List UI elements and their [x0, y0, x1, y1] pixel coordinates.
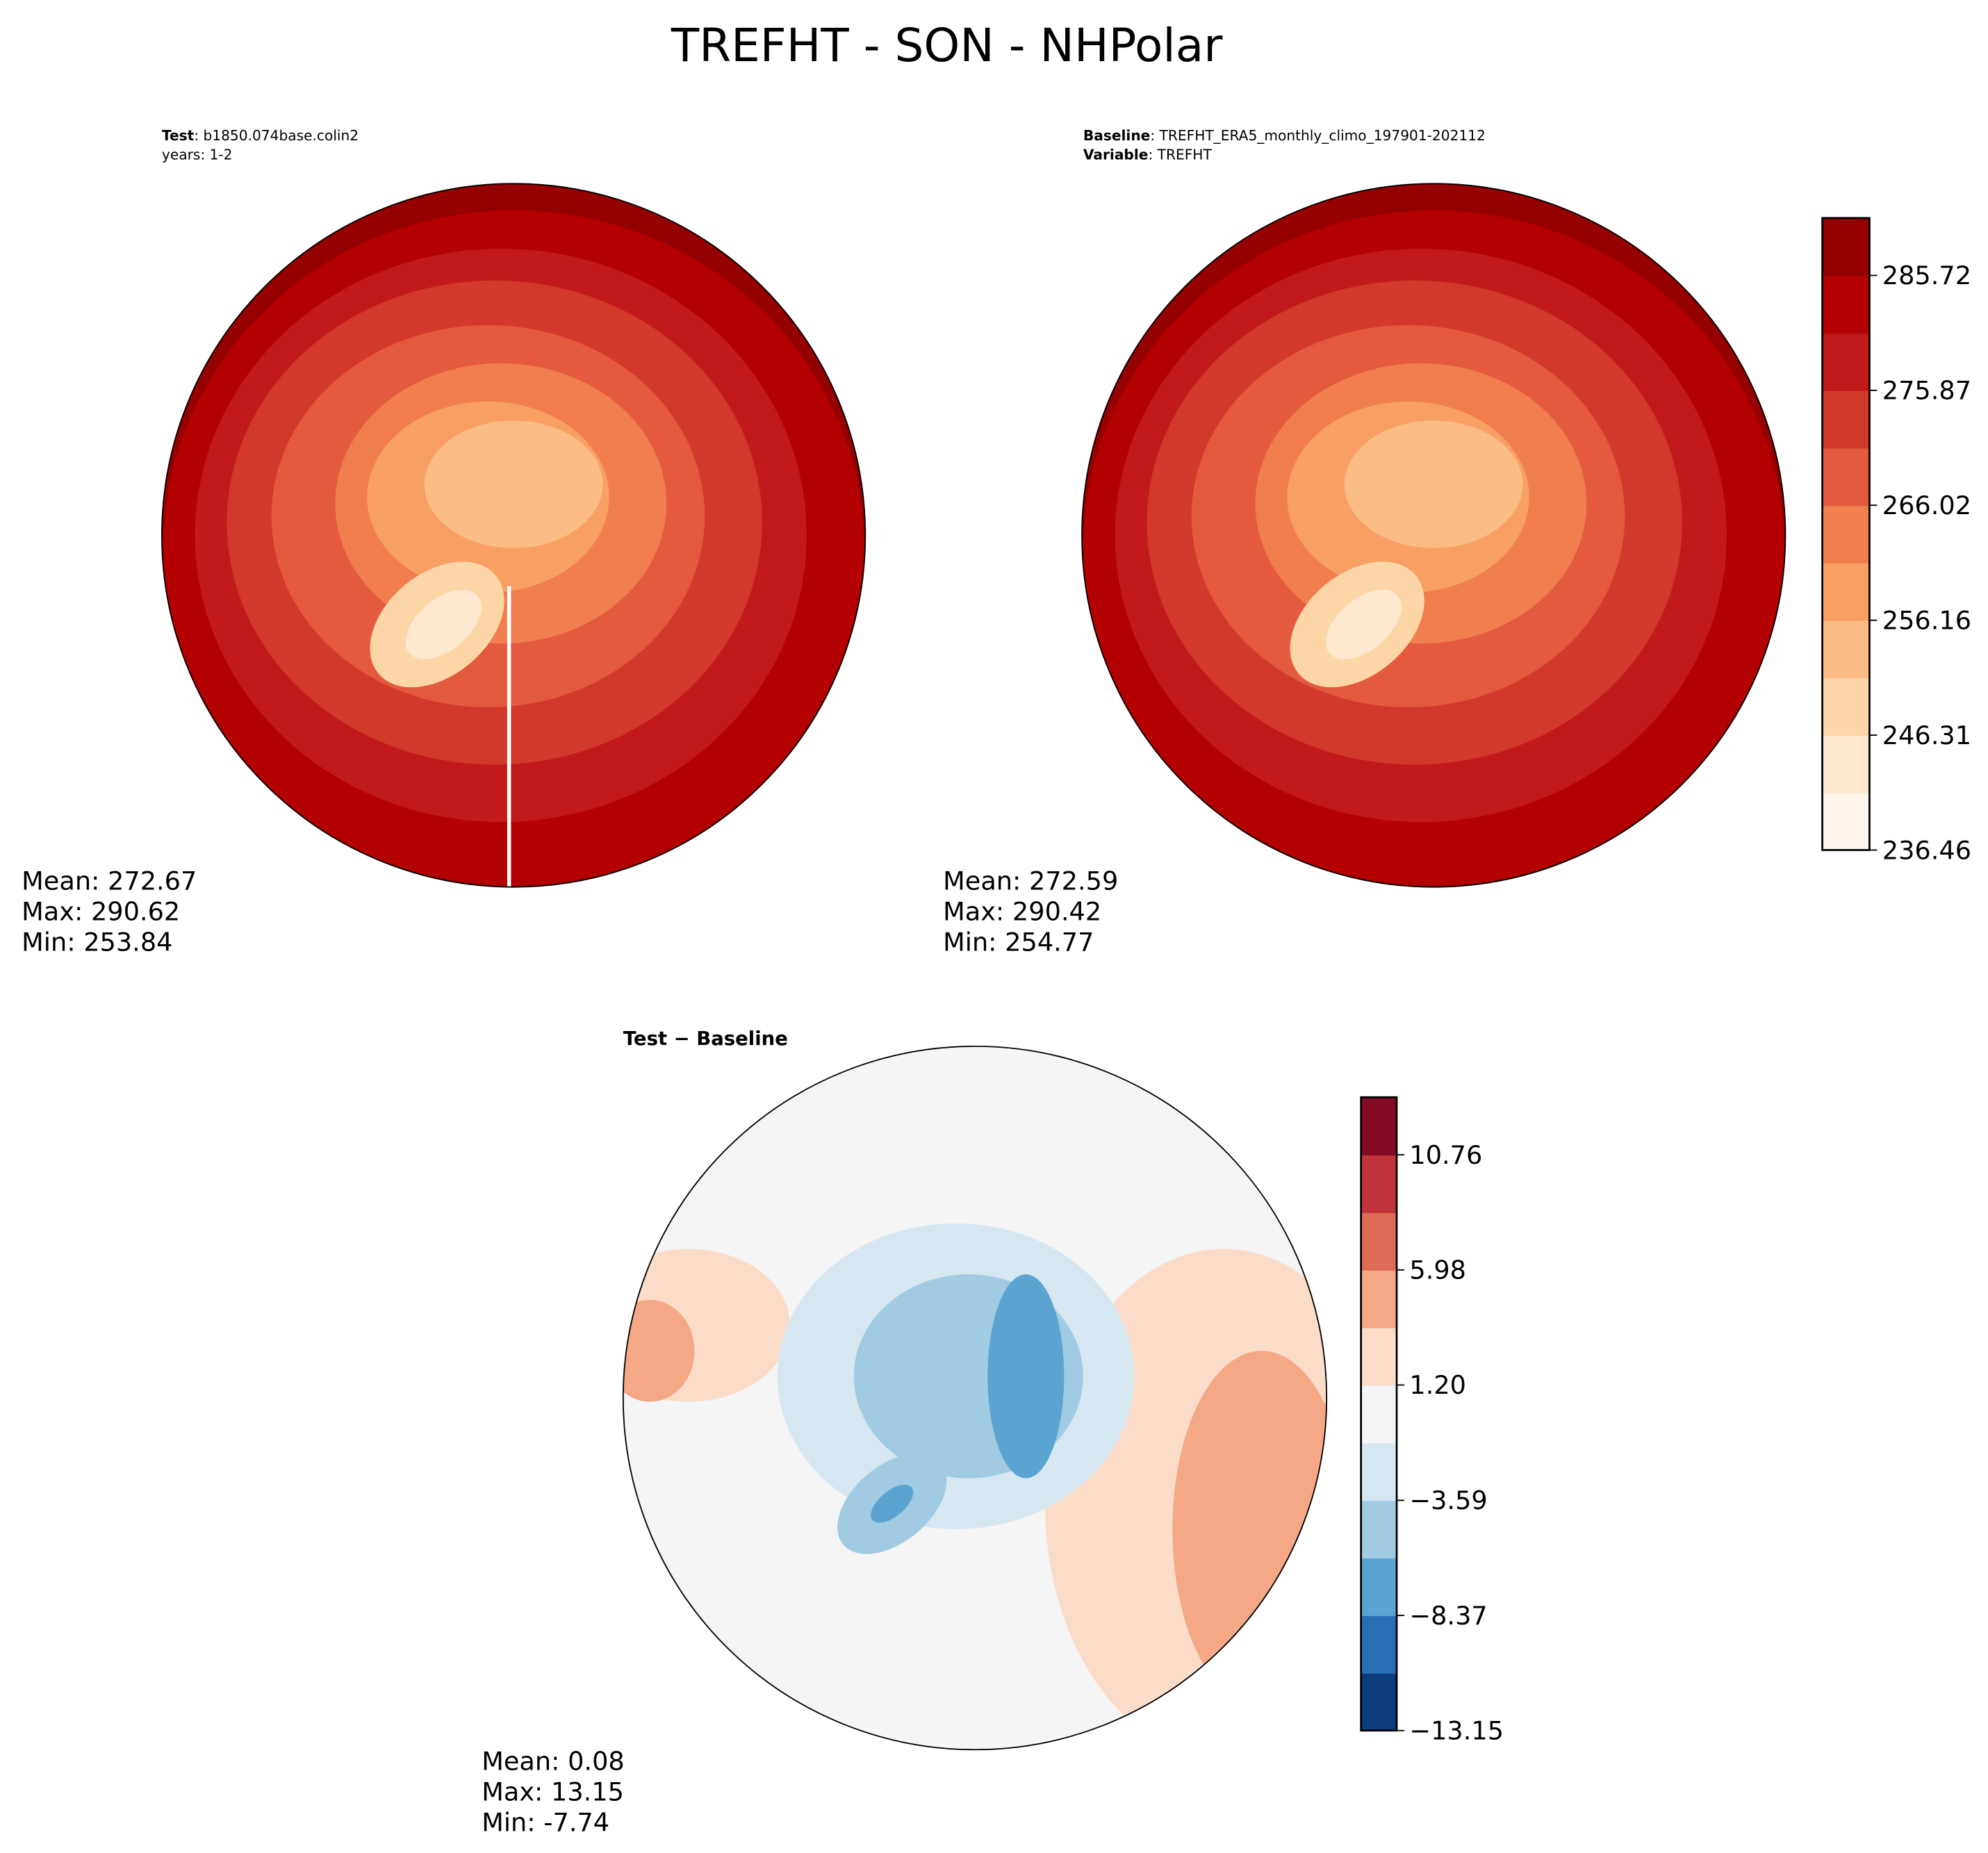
map-border	[1081, 183, 1786, 888]
colorbar-band	[1361, 1558, 1397, 1616]
colorbar-tick-label: 236.46	[1882, 835, 1971, 865]
colorbar-band	[1361, 1327, 1397, 1386]
stat-line: Mean: 0.08	[482, 1747, 625, 1777]
colorbar-band	[1822, 333, 1870, 391]
header-text: : TREFHT	[1148, 146, 1212, 163]
stat-line: Min: 254.77	[943, 927, 1094, 957]
stat-line: Min: 253.84	[22, 927, 172, 957]
colorbar-band	[1361, 1097, 1397, 1156]
colorbar-band	[1822, 792, 1870, 851]
header-text: : b1850.074base.colin2	[194, 127, 359, 144]
stat-line: Max: 290.42	[943, 896, 1101, 926]
colorbar-tick-label: −8.37	[1409, 1601, 1487, 1631]
colorbar-band	[1361, 1672, 1397, 1731]
colorbar-band	[1361, 1442, 1397, 1501]
map	[623, 1046, 1327, 1750]
colorbar-band	[1822, 275, 1870, 334]
colorbar-band	[1361, 1500, 1397, 1559]
header-label: Baseline	[1083, 127, 1150, 144]
header-text: years: 1-2	[162, 146, 233, 163]
colorbar-band	[1361, 1615, 1397, 1674]
colorbar-band	[1822, 390, 1870, 449]
map	[1082, 183, 1786, 887]
panel-header: Test: b1850.074base.colin2	[162, 127, 359, 144]
colorbar-band	[1822, 562, 1870, 621]
colorbar-tick-label: 5.98	[1409, 1255, 1466, 1285]
colorbar-tick-label: 275.87	[1882, 376, 1971, 406]
panel-title: Test − Baseline	[623, 1028, 788, 1050]
colorbar-tick-label: 285.72	[1882, 261, 1971, 290]
colorbar-band	[1361, 1385, 1397, 1444]
colorbar-tick-label: 1.20	[1409, 1370, 1466, 1400]
colorbar-band	[1822, 620, 1870, 679]
map-border	[622, 1045, 1328, 1751]
colorbar-band	[1361, 1269, 1397, 1328]
colorbar-frame	[1360, 1096, 1398, 1732]
colorbar-tick-label: 246.31	[1882, 720, 1971, 750]
colorbar-tick-label: 256.16	[1882, 606, 1971, 636]
colorbar-band	[1361, 1155, 1397, 1213]
panel-header: years: 1-2	[162, 146, 233, 163]
colorbar-tick-label: −3.59	[1409, 1485, 1487, 1515]
colorbar-band	[1822, 735, 1870, 793]
stat-line: Mean: 272.67	[22, 866, 197, 896]
colorbar-frame	[1821, 217, 1871, 851]
colorbar-band	[1822, 677, 1870, 736]
colorbar-tick-label: 266.02	[1882, 491, 1971, 520]
colorbar-band	[1822, 447, 1870, 507]
stat-line: Max: 290.62	[22, 896, 180, 926]
figure-title: TREFHT - SON - NHPolar	[671, 19, 1223, 72]
colorbar-tick-label: 10.76	[1409, 1140, 1482, 1170]
colorbar-band	[1822, 217, 1870, 277]
header-label: Test	[162, 127, 195, 144]
panel-header: Baseline: TREFHT_ERA5_monthly_climo_1979…	[1083, 127, 1486, 144]
colorbar-band	[1822, 505, 1870, 563]
stat-line: Mean: 272.59	[943, 866, 1118, 896]
stat-line: Max: 13.15	[482, 1777, 624, 1807]
header-text: : TREFHT_ERA5_monthly_climo_197901-20211…	[1150, 127, 1486, 144]
header-label: Variable	[1083, 146, 1149, 163]
map	[161, 183, 866, 887]
stat-line: Min: -7.74	[482, 1808, 609, 1838]
panel-header: Variable: TREFHT	[1083, 146, 1213, 163]
colorbar-band	[1361, 1212, 1397, 1271]
map-border	[161, 183, 866, 888]
colorbar-tick-label: −13.15	[1409, 1716, 1504, 1746]
